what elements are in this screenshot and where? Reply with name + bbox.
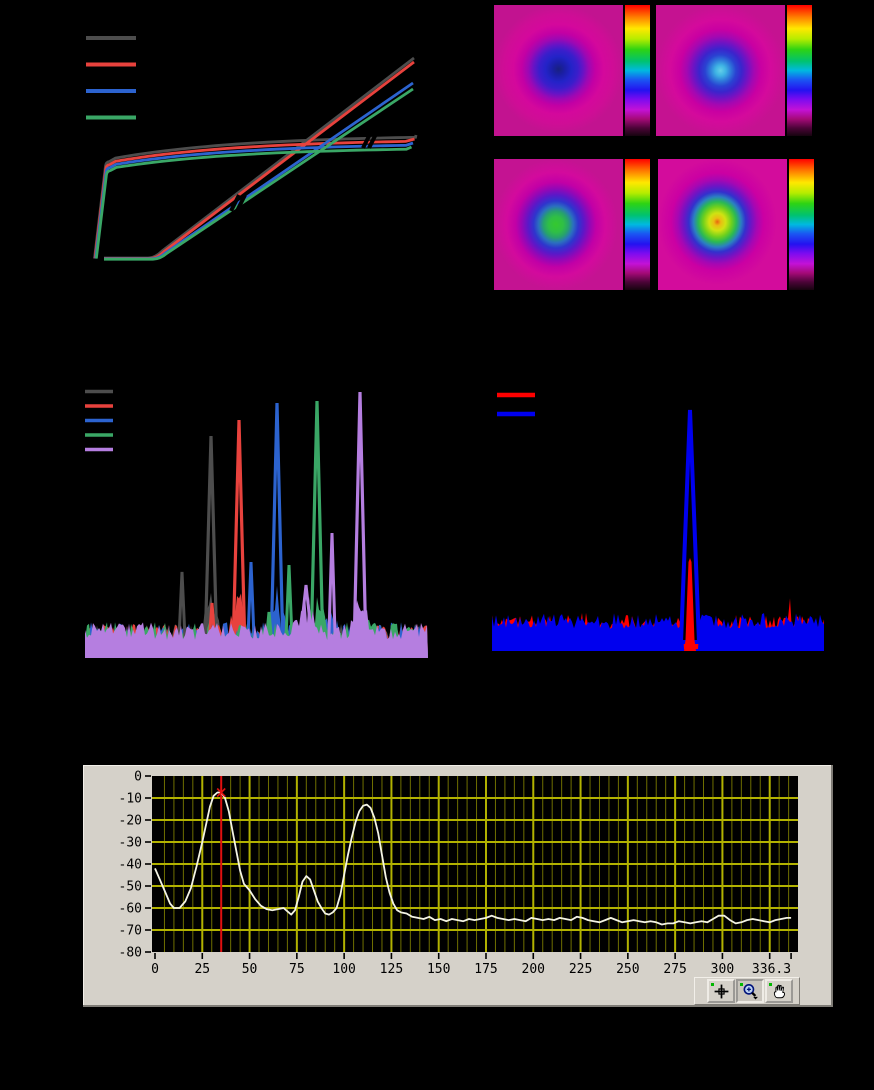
x-tick-label: 150 — [427, 962, 450, 977]
main-peak — [269, 402, 285, 651]
x-tick-label: 175 — [474, 962, 497, 977]
blue-noise-floor — [492, 613, 824, 651]
panel-d-single-peak-spectrum-chart — [492, 392, 824, 651]
magnifier-zoom-icon — [743, 983, 758, 999]
x-tick-label: 225 — [569, 962, 592, 977]
x-tick-label: 25 — [194, 962, 210, 977]
rainbow-colorbar — [625, 5, 650, 136]
main-peak — [352, 391, 368, 651]
satellite-peak — [284, 564, 294, 651]
x-tick-label: 275 — [663, 962, 686, 977]
frame-bevel-shadow — [83, 765, 833, 1007]
main-peak — [309, 400, 325, 651]
satellite-peak — [297, 584, 315, 651]
axis-break-mark — [367, 131, 379, 149]
y-tick-label: -70 — [119, 924, 142, 939]
y-tick-label: 0 — [134, 770, 142, 785]
panel-c-multiwavelength-spectrum-chart — [85, 389, 428, 658]
x-tick-label: 100 — [332, 962, 355, 977]
y-tick-label: -40 — [119, 858, 142, 873]
rainbow-colorbar — [789, 159, 814, 290]
cursor-tool-indicator-dot — [711, 983, 714, 986]
panel-b-beam-profiles — [0, 0, 874, 300]
beam-profile-3 — [494, 159, 623, 290]
main-peak — [203, 435, 219, 651]
beam-profile-2 — [656, 5, 785, 136]
rainbow-colorbar — [625, 159, 650, 290]
x-tick-label: 300 — [711, 962, 734, 977]
panel-e-labview-fft-graph: Amplitude (dBVrms) Frequency (Hz) 0-10-2… — [83, 765, 833, 1007]
hand-pan-icon — [773, 984, 785, 998]
x-tick-label: 200 — [522, 962, 545, 977]
linear-curve — [104, 87, 414, 261]
saturating-curve — [93, 137, 415, 259]
fft-trace — [154, 791, 792, 926]
y-tick-label: -50 — [119, 880, 142, 895]
saturating-curve — [94, 141, 414, 259]
cursor-x-marker — [216, 787, 226, 798]
y-tick-label: -80 — [119, 946, 142, 961]
y-tick-label: -20 — [119, 814, 142, 829]
zoom-tool-button[interactable] — [736, 979, 764, 1003]
axis-break-mark — [229, 194, 241, 212]
x-tick-label: 250 — [616, 962, 639, 977]
red-main-peak — [684, 558, 696, 651]
saturating-curve — [93, 134, 418, 259]
graph-palette — [694, 977, 800, 1005]
satellite-peak — [177, 571, 187, 651]
y-tick-label: -60 — [119, 902, 142, 917]
beam-profile-1 — [494, 5, 623, 136]
satellite-peak — [327, 532, 337, 651]
crosshair-cursor-icon — [714, 984, 728, 998]
main-peak — [231, 419, 247, 651]
pan-tool-indicator-dot — [769, 983, 772, 986]
rainbow-colorbar — [787, 5, 812, 136]
x-tick-label: 50 — [242, 962, 258, 977]
y-tick-label: -10 — [119, 792, 142, 807]
cursor-tool-button[interactable] — [707, 979, 735, 1003]
axis-break-mark — [235, 194, 247, 212]
zoom-tool-indicator-dot — [740, 983, 743, 986]
x-tick-label: 0 — [151, 962, 159, 977]
panel-a-laser-output-chart — [86, 36, 418, 261]
x-tick-label: 336.3 — [752, 962, 791, 977]
pan-tool-button[interactable] — [765, 979, 793, 1003]
y-tick-label: -30 — [119, 836, 142, 851]
x-tick-label: 125 — [380, 962, 403, 977]
saturating-curve — [94, 145, 413, 259]
beam-profile-4 — [658, 159, 787, 290]
satellite-peak — [246, 561, 256, 651]
x-tick-label: 75 — [289, 962, 305, 977]
noise-floor — [85, 594, 428, 658]
axis-break-mark — [361, 131, 373, 149]
